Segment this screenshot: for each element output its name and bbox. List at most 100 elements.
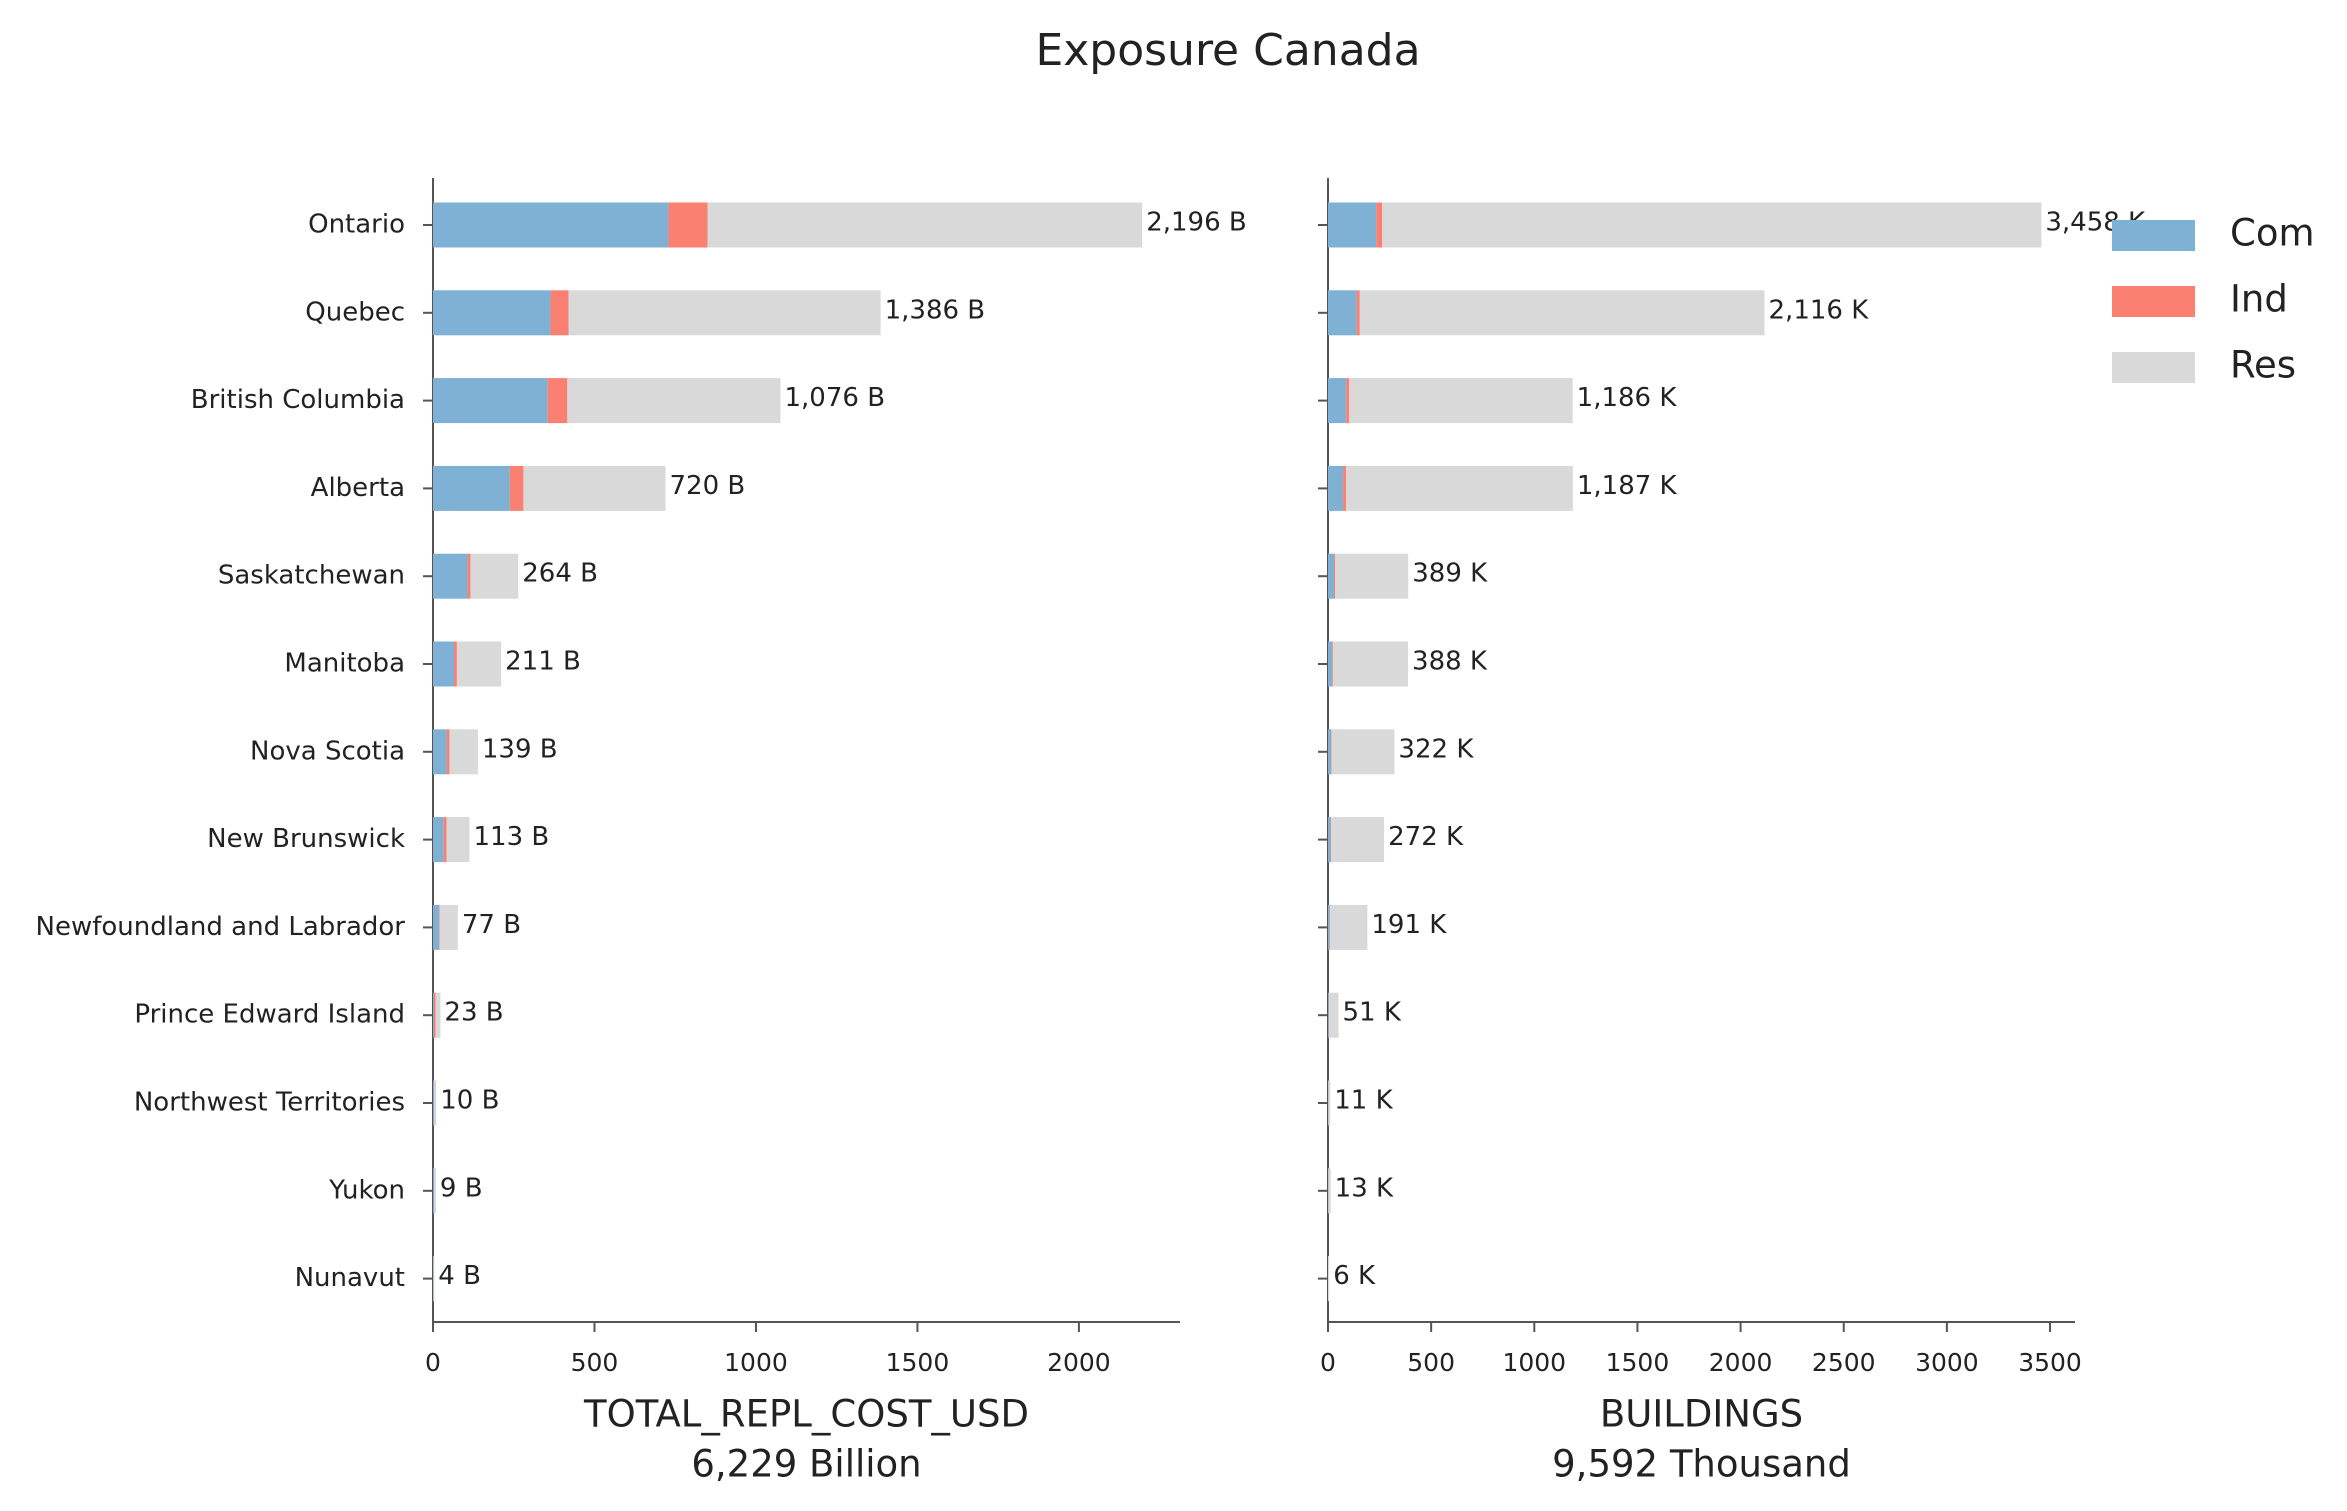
total-label: 23 B (444, 998, 503, 1028)
bar-segment (567, 378, 781, 424)
bar-segment (433, 641, 454, 687)
bar-segment (443, 817, 447, 863)
bar-segment (1328, 992, 1339, 1038)
total-label: 1,076 B (785, 383, 886, 413)
total-label: 2,116 K (1769, 295, 1870, 325)
total-label: 1,186 K (1577, 383, 1678, 413)
x-tick-label: 3500 (2018, 1348, 2082, 1377)
bar-segment (568, 290, 881, 336)
legend-label: Com (2230, 212, 2315, 255)
y-tick-label: Alberta (311, 473, 405, 503)
bar-segment (1328, 378, 1347, 424)
y-tick-label: Prince Edward Island (134, 1000, 405, 1030)
y-tick-label: New Brunswick (207, 824, 405, 854)
bar-segment (1346, 378, 1350, 424)
bar-segment (433, 904, 440, 950)
bar-segment (1343, 465, 1347, 511)
x-tick-label: 500 (1407, 1348, 1455, 1377)
bar-segment (433, 553, 468, 599)
bar-segment (449, 729, 478, 775)
total-label: 10 B (440, 1086, 499, 1116)
bar-segment (550, 290, 569, 336)
total-label: 11 K (1334, 1086, 1393, 1116)
bar-segment (1349, 378, 1573, 424)
bar-segment (509, 465, 524, 511)
bar-segment (1328, 202, 1377, 248)
bar-segment (433, 992, 436, 1038)
bar-segment (433, 378, 548, 424)
total-label: 6 K (1333, 1261, 1376, 1291)
bar-segment (433, 817, 444, 863)
bar-segment (434, 1080, 437, 1126)
bar-segment (523, 465, 666, 511)
y-tick-label: Yukon (328, 1175, 405, 1205)
total-label: 139 B (482, 734, 558, 764)
bar-segment (433, 290, 551, 336)
legend-swatch (2112, 220, 2195, 251)
total-label: 389 K (1412, 559, 1488, 589)
bar-segment (1332, 641, 1333, 687)
bar-segment (1328, 1256, 1330, 1302)
legend-label: Ind (2230, 278, 2288, 321)
x-tick-label: 1500 (1606, 1348, 1670, 1377)
bar-segment (1331, 729, 1332, 775)
bar-segment (1328, 465, 1344, 511)
bar-segment (1328, 290, 1357, 336)
bar-segment (1346, 465, 1573, 511)
legend-label: Res (2230, 344, 2296, 387)
x-tick-label: 0 (1320, 1348, 1336, 1377)
total-label: 9 B (440, 1173, 483, 1203)
total-label: 272 K (1388, 822, 1464, 852)
y-tick-label: Nunavut (295, 1263, 405, 1293)
bar-segment (1328, 1168, 1331, 1214)
bar-segment (470, 553, 519, 599)
total-label: 77 B (462, 910, 521, 940)
bar-segment (1328, 729, 1332, 775)
y-tick-label: Manitoba (284, 649, 405, 679)
bar-segment (1328, 992, 1329, 1038)
y-tick-label: Northwest Territories (134, 1088, 405, 1118)
bar-segment (1328, 553, 1334, 599)
bar-segment (1356, 290, 1360, 336)
legend-swatch (2112, 286, 2195, 317)
total-label: 113 B (473, 822, 549, 852)
bar-segment (707, 202, 1143, 248)
bar-segment (1376, 202, 1383, 248)
total-label: 211 B (505, 647, 581, 677)
total-label: 2,196 B (1146, 208, 1247, 238)
total-label: 51 K (1343, 998, 1402, 1028)
y-tick-label: Newfoundland and Labrador (36, 912, 406, 942)
x-axis-total: 9,592 Thousand (1552, 1443, 1851, 1486)
y-tick-label: Quebec (305, 297, 405, 327)
total-label: 1,386 B (885, 295, 986, 325)
bar-segment (1328, 904, 1330, 950)
bar-segment (433, 992, 434, 1038)
bar-segment (433, 1080, 434, 1126)
bar-segment (1331, 817, 1385, 863)
y-tick-label: British Columbia (191, 385, 405, 415)
bar-segment (1330, 904, 1368, 950)
y-tick-label: Ontario (308, 210, 405, 240)
total-label: 4 B (438, 1261, 481, 1291)
bar-segment (439, 904, 440, 950)
x-axis-label: BUILDINGS (1600, 1393, 1803, 1436)
bar-segment (1332, 641, 1409, 687)
x-tick-label: 2500 (1812, 1348, 1876, 1377)
total-label: 191 K (1371, 910, 1447, 940)
total-label: 388 K (1412, 647, 1488, 677)
bar-segment (446, 817, 470, 863)
bar-segment (1333, 553, 1336, 599)
bar-segment (1330, 817, 1332, 863)
legend-swatch (2112, 352, 2195, 383)
total-label: 1,187 K (1577, 471, 1678, 501)
bar-segment (434, 1168, 436, 1214)
bar-segment (433, 1168, 434, 1214)
x-tick-label: 500 (571, 1348, 619, 1377)
bar-segment (433, 729, 447, 775)
bar-segment (446, 729, 450, 775)
bar-segment (1328, 1080, 1331, 1126)
bar-segment (456, 641, 502, 687)
x-axis-total: 6,229 Billion (691, 1443, 921, 1486)
x-axis-label: TOTAL_REPL_COST_USD (583, 1393, 1029, 1436)
y-tick-label: Nova Scotia (250, 736, 405, 766)
